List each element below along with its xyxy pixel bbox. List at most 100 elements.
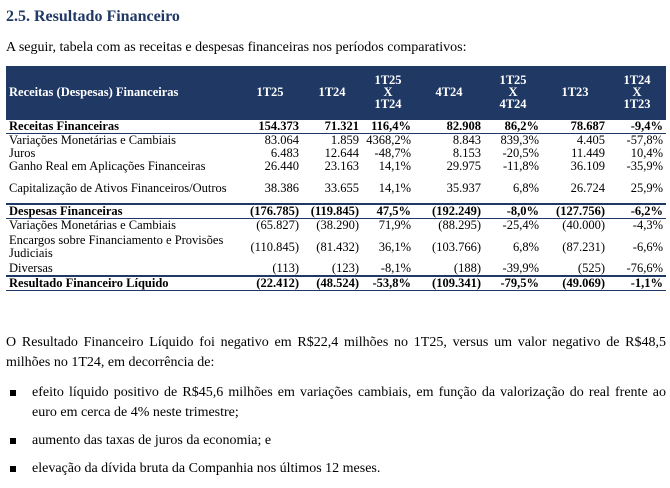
table-cell: 29.975 <box>446 159 481 173</box>
table-cell: (48.524) <box>302 275 362 291</box>
table-cell: -9,4% <box>608 118 666 134</box>
table-cell: 78.687 <box>542 118 608 134</box>
list-item: aumento das taxas de juros da economia; … <box>6 431 666 451</box>
table-cell: 6,8% <box>512 180 539 195</box>
table-cell: (65.827) <box>256 218 299 232</box>
table-row: Variações Monetárias e Cambiais 83.064 1.8… <box>6 134 666 148</box>
table-cell: 26.724 <box>570 180 605 195</box>
table-cell: -11,8% <box>503 159 539 173</box>
table-cell: -57,8% <box>626 133 663 147</box>
table-cell: 8.843 <box>452 133 481 147</box>
row-label: Variações Monetárias e Cambiais <box>9 133 176 147</box>
column-header: 1T25 X 4T24 <box>484 66 542 119</box>
table-cell: 38.386 <box>264 180 299 195</box>
table-cell: (81.432) <box>316 239 359 254</box>
table-header-row: Receitas (Despesas) Financeiras 1T25 1T24 1… <box>6 66 666 119</box>
table-cell: 23.163 <box>324 159 359 173</box>
summary-paragraph: O Resultado Financeiro Líquido foi negat… <box>6 335 666 370</box>
table-cell: (127.756) <box>542 203 608 219</box>
table-cell: 47,5% <box>362 203 414 219</box>
table-cell: (525) <box>577 261 605 275</box>
table-cell: (49.069) <box>542 275 608 291</box>
table-row: Variações Monetárias e Cambiais (65.827) (… <box>6 219 666 233</box>
column-header: 1T24 <box>302 66 362 119</box>
table-cell: 36.109 <box>570 159 605 173</box>
section-title: 2.5. Resultado Financeiro <box>6 8 180 25</box>
financial-results-table: Receitas (Despesas) Financeiras 1T25 1T24 1… <box>6 66 666 291</box>
table-cell: 4368,2% <box>366 133 411 147</box>
table-cell: 8.153 <box>452 146 481 160</box>
column-header: 1T25 X 1T24 <box>362 66 414 119</box>
table-cell: 71,9% <box>378 218 411 232</box>
row-label: Diversas <box>9 261 53 275</box>
table-row: Capitalização de Ativos Financeiros/Outr… <box>6 173 666 204</box>
table-cell: 839,3% <box>500 133 539 147</box>
table-cell: (176.785) <box>238 203 302 219</box>
table-cell: (87.231) <box>562 239 605 254</box>
table-cell: (109.341) <box>414 275 484 291</box>
table-cell: 36,1% <box>378 239 411 254</box>
table-cell: -20,5% <box>502 146 539 160</box>
row-label: Despesas Financeiras <box>6 203 238 219</box>
bullet-square-icon <box>10 438 16 444</box>
table-cell: 11.449 <box>571 146 605 160</box>
table-cell: -6,2% <box>608 203 666 219</box>
column-header: 4T24 <box>414 66 484 119</box>
table-cell: -8,0% <box>484 203 542 219</box>
table-cell: 71.321 <box>302 118 362 134</box>
table-cell: (113) <box>272 261 299 275</box>
column-header: 1T25 <box>238 66 302 119</box>
table-cell: (103.766) <box>432 239 481 254</box>
table-cell: 1.859 <box>330 133 359 147</box>
table-cell: -4,3% <box>632 218 663 232</box>
row-label: Encargos sobre Financiamento e Provisões… <box>9 233 224 260</box>
table-cell: 83.064 <box>264 133 299 147</box>
table-cell: 10,4% <box>630 146 663 160</box>
table-cell: (38.290) <box>316 218 359 232</box>
table-cell: 14,1% <box>378 180 411 195</box>
table-cell: -1,1% <box>608 275 666 291</box>
table-cell: (192.249) <box>414 203 484 219</box>
table-cell: 82.908 <box>414 118 484 134</box>
table-cell: -35,9% <box>626 159 663 173</box>
table-cell: 6.483 <box>270 146 299 160</box>
table-cell: 26.440 <box>264 159 299 173</box>
row-label: Receitas Financeiras <box>6 118 238 134</box>
row-label: Juros <box>9 146 36 160</box>
table-cell: -25,4% <box>502 218 539 232</box>
column-header: Receitas (Despesas) Financeiras <box>6 66 238 119</box>
table-cell: -8,1% <box>380 261 411 275</box>
table-cell: (22.412) <box>238 275 302 291</box>
table-row: Ganho Real em Aplicações Financeiras 26.4… <box>6 160 666 173</box>
table-cell: 35.937 <box>446 180 481 195</box>
row-label: Variações Monetárias e Cambiais <box>9 218 176 232</box>
bullet-square-icon <box>10 466 16 472</box>
table-cell: (110.845) <box>250 239 300 254</box>
table-row: Encargos sobre Financiamento e Provisões… <box>6 232 666 262</box>
table-cell: (88.295) <box>438 218 481 232</box>
table-cell: 12.644 <box>324 146 359 160</box>
table-cell: 25,9% <box>630 180 663 195</box>
table-cell: -53,8% <box>362 275 414 291</box>
table-cell: 86,2% <box>484 118 542 134</box>
table-cell: (40.000) <box>562 218 605 232</box>
table-total-row: Despesas Financeiras (176.785) (119.845) 47… <box>6 203 666 219</box>
table-cell: 33.655 <box>324 180 359 195</box>
intro-text: A seguir, tabela com as receitas e despe… <box>6 40 467 55</box>
row-label: Capitalização de Ativos Financeiros/Outr… <box>9 180 227 195</box>
column-header: 1T24 X 1T23 <box>608 66 666 119</box>
table-cell: -6,6% <box>632 239 663 254</box>
table-row: Juros 6.483 12.644 -48,7% 8.153 -20,5% 11.449 1… <box>6 147 666 160</box>
column-header: 1T23 <box>542 66 608 119</box>
row-label: Resultado Financeiro Líquido <box>6 275 238 291</box>
table-total-row: Receitas Financeiras 154.373 71.321 116,4% 8… <box>6 118 666 134</box>
table-cell: 4.405 <box>576 133 605 147</box>
table-cell: 6,8% <box>512 239 539 254</box>
list-item: elevação da dívida bruta da Companhia no… <box>6 459 666 479</box>
table-cell: 14,1% <box>378 159 411 173</box>
table-total-row: Resultado Financeiro Líquido (22.412) (48.… <box>6 275 666 291</box>
table-cell: -76,6% <box>626 261 663 275</box>
row-label: Ganho Real em Aplicações Financeiras <box>9 159 206 173</box>
table-cell: 154.373 <box>238 118 302 134</box>
table-cell: 116,4% <box>362 118 414 134</box>
